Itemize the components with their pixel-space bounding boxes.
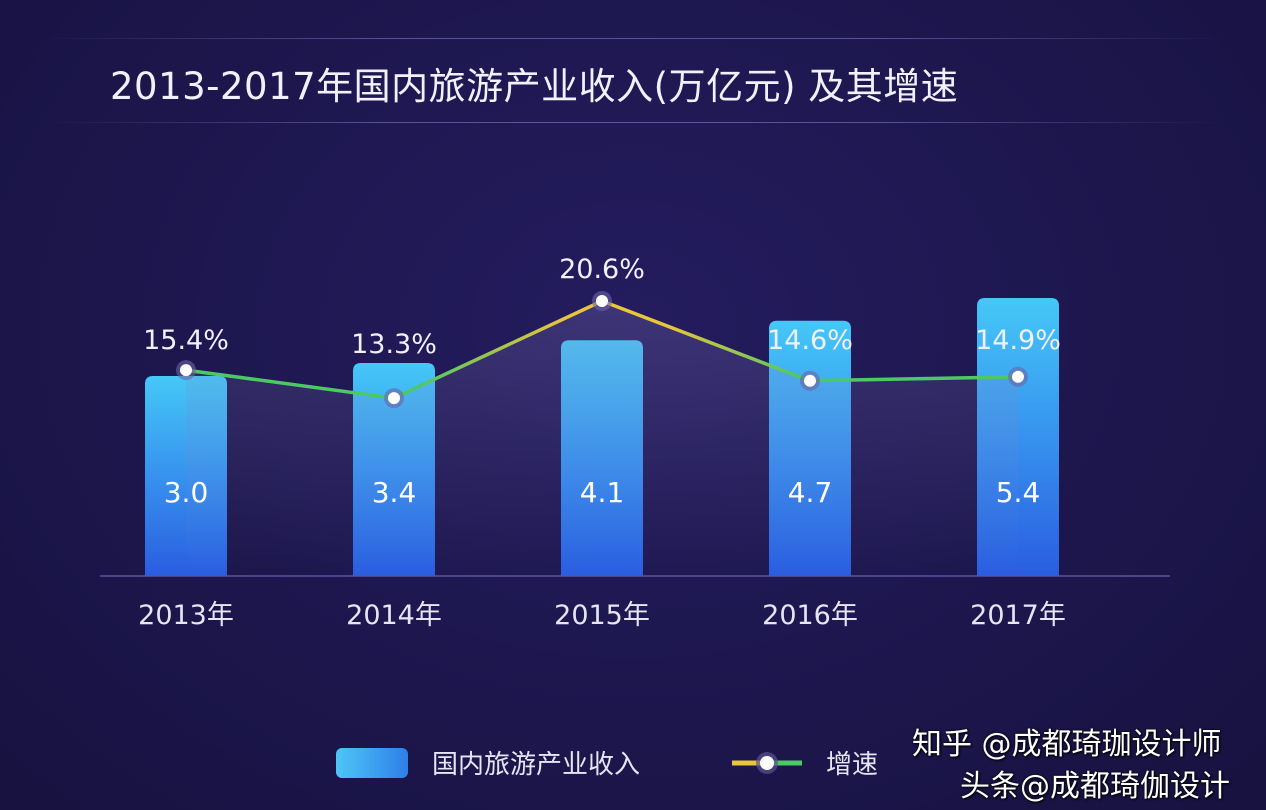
bar-value-label: 3.0	[164, 476, 209, 509]
growth-point	[388, 392, 400, 405]
bar-value-label: 4.1	[580, 476, 625, 509]
legend-line-label: 增速	[826, 750, 879, 780]
title-top-divider	[40, 38, 1226, 39]
bar-value-label: 3.4	[372, 476, 417, 509]
growth-value-label: 20.6%	[559, 254, 645, 285]
growth-point	[1012, 370, 1024, 383]
growth-point	[180, 364, 192, 377]
chart-title: 2013-2017年国内旅游产业收入(万亿元) 及其增速	[110, 65, 959, 108]
title-bottom-divider	[40, 122, 1226, 123]
bar-value-label: 4.7	[788, 476, 833, 509]
growth-value-label: 14.6%	[767, 325, 853, 356]
growth-value-label: 13.3%	[351, 329, 437, 360]
x-tick-label: 2015年	[554, 600, 650, 631]
legend-line-swatch	[732, 751, 802, 774]
x-tick-label: 2016年	[762, 600, 858, 631]
watermark-zhihu: 知乎 @成都琦珈设计师	[912, 727, 1222, 762]
growth-point	[596, 295, 608, 307]
growth-value-label: 15.4%	[143, 325, 229, 356]
x-tick-label: 2014年	[346, 600, 442, 631]
growth-value-label: 14.9%	[975, 325, 1061, 356]
line-area-fill	[186, 301, 1018, 576]
legend-bar-label: 国内旅游产业收入	[432, 750, 641, 780]
growth-point	[804, 374, 816, 387]
legend-bar-swatch	[336, 747, 408, 778]
chart-area: 3.0 2013年 3.4 2014年 4.1 2015年 4.7 2016年 5.4 2017年…	[100, 254, 1170, 631]
bar-value-label: 5.4	[996, 476, 1041, 509]
legend-item-bar: 国内旅游产业收入	[336, 744, 640, 781]
watermark-toutiao: 头条@成都琦伽设计	[960, 769, 1230, 804]
x-tick-label: 2017年	[970, 600, 1066, 631]
x-tick-label: 2013年	[138, 600, 234, 631]
legend-item-line: 增速	[730, 744, 878, 781]
